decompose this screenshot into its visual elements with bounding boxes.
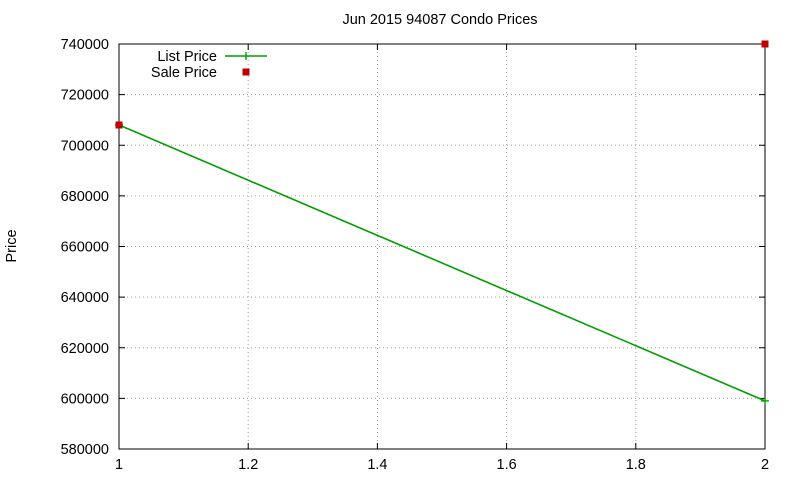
chart-title: Jun 2015 94087 Condo Prices: [342, 12, 538, 28]
x-tick-label: 1.6: [497, 457, 517, 473]
sale-price-point: [115, 121, 123, 129]
series-line-list-price: [118, 124, 766, 402]
y-tick-label: 740000: [61, 37, 109, 53]
y-tick-label: 620000: [61, 341, 109, 357]
grid-lines: [119, 44, 765, 449]
y-tick-label: 680000: [61, 189, 109, 205]
axis-ticks: 1 1.2 1.4 1.6 1.8 2 580000 600000 620000 640000 66…: [61, 37, 769, 473]
legend-label: Sale Price: [151, 65, 217, 81]
legend-label: List Price: [157, 49, 217, 65]
x-tick-label: 2: [761, 457, 769, 473]
y-tick-label: 660000: [61, 240, 109, 256]
y-tick-label: 720000: [61, 88, 109, 104]
list-price-point: [761, 396, 769, 405]
x-tick-label: 1: [115, 457, 123, 473]
y-tick-label: 600000: [61, 391, 109, 407]
x-tick-label: 1.8: [626, 457, 646, 473]
x-tick-label: 1.4: [367, 457, 387, 473]
legend-swatch-square: [242, 68, 250, 76]
y-tick-label: 640000: [61, 290, 109, 306]
y-tick-label: 580000: [61, 442, 109, 458]
y-tick-label: 700000: [61, 138, 109, 154]
series-group: [115, 40, 769, 405]
sale-price-point: [761, 40, 769, 48]
x-tick-label: 1.2: [238, 457, 258, 473]
